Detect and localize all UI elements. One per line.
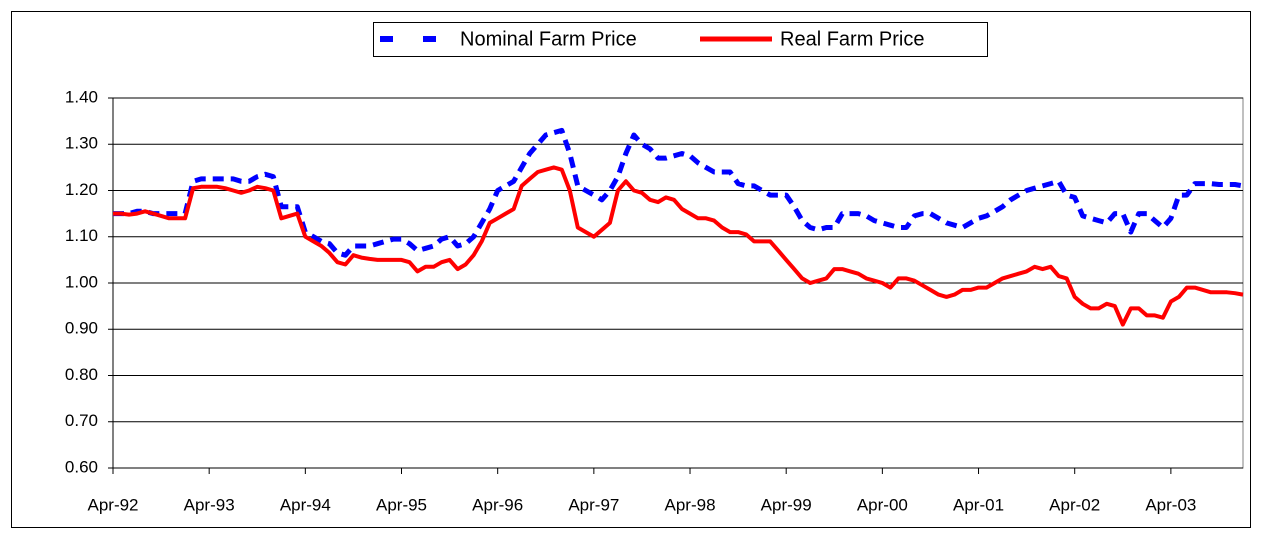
x-tick-label: Apr-97 [568, 495, 619, 514]
series-line [113, 165, 1244, 327]
y-tick-label: 1.00 [65, 272, 98, 291]
x-tick-label: Apr-01 [953, 495, 1004, 514]
series-line [113, 127, 1244, 258]
x-tick-label: Apr-99 [761, 495, 812, 514]
x-tick-label: Apr-98 [665, 495, 716, 514]
x-tick-label: Apr-93 [184, 495, 235, 514]
x-tick-label: Apr-00 [857, 495, 908, 514]
y-tick-label: 1.30 [65, 134, 98, 153]
y-tick-label: 0.70 [65, 411, 98, 430]
x-tick-label: Apr-92 [87, 495, 138, 514]
y-tick-label: 1.40 [65, 87, 98, 106]
legend-label: Nominal Farm Price [460, 28, 637, 50]
y-tick-label: 0.90 [65, 319, 98, 338]
legend-label: Real Farm Price [780, 28, 924, 50]
y-tick-label: 1.10 [65, 226, 98, 245]
x-tick-label: Apr-94 [280, 495, 331, 514]
x-tick-label: Apr-96 [472, 495, 523, 514]
y-tick-label: 1.20 [65, 180, 98, 199]
x-tick-label: Apr-02 [1049, 495, 1100, 514]
y-tick-label: 0.60 [65, 457, 98, 476]
legend-box [373, 22, 988, 57]
x-tick-label: Apr-95 [376, 495, 427, 514]
y-tick-label: 0.80 [65, 365, 98, 384]
x-tick-label: Apr-03 [1145, 495, 1196, 514]
